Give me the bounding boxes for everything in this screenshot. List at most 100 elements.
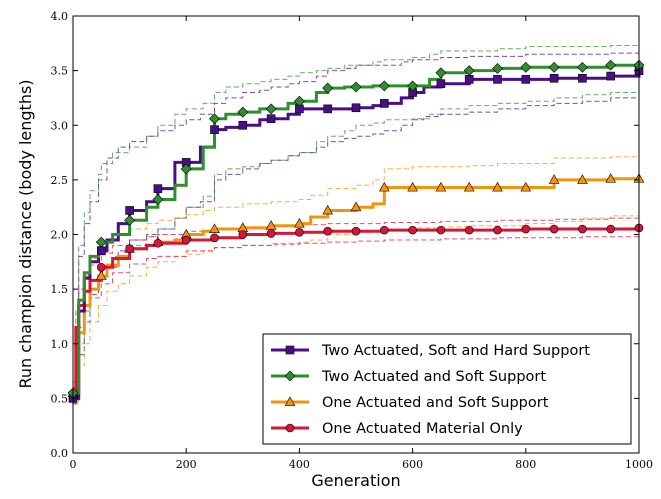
y-axis-title: Run champion distance (body lengths): [16, 79, 35, 388]
series-3-point: [436, 225, 446, 235]
series-0-point: [436, 79, 446, 89]
series-0-point: [238, 120, 248, 130]
y-tick-label: 3.5: [51, 65, 69, 78]
series-2-line: [73, 177, 639, 395]
series-0-point: [97, 246, 106, 256]
series-0-upper-band: [73, 48, 640, 388]
series-0-point: [578, 73, 587, 83]
series-3-lower-band: [73, 236, 639, 405]
series-3-point: [323, 226, 333, 236]
series-1-point: [237, 106, 249, 118]
legend-marker-2: [284, 396, 296, 406]
series-0-point: [464, 75, 474, 84]
series-2-point: [350, 201, 362, 212]
series-2-point: [605, 173, 617, 183]
series-1-point: [435, 67, 447, 79]
x-tick-label: 200: [176, 458, 197, 471]
legend-entries: Two Actuated, Soft and Hard Support Two A…: [271, 343, 590, 437]
x-axis-title: Generation: [311, 471, 400, 490]
series-0-point: [379, 99, 389, 108]
series-3-point: [295, 228, 304, 237]
series-1-point: [293, 95, 305, 107]
x-tick-label: 1000: [625, 458, 653, 471]
legend-marker-1: [284, 370, 296, 382]
series-3-point: [153, 238, 163, 248]
series-1-point: [180, 163, 192, 175]
series-2-point: [520, 181, 532, 192]
legend-label-2: One Actuated and Soft Support: [322, 395, 549, 411]
series-2-point: [407, 181, 418, 192]
series-0-point: [210, 125, 219, 134]
series-1-point: [463, 65, 475, 77]
legend-marker-0: [285, 345, 295, 355]
series-1-point: [350, 81, 362, 93]
x-tick-label: 400: [289, 458, 310, 471]
y-tick-label: 0.5: [51, 392, 69, 405]
series-1-line: [73, 63, 639, 395]
legend-box: [262, 333, 632, 445]
series-2-lower-band: [73, 212, 640, 405]
legend: Two Actuated, Soft and Hard Support Two A…: [262, 333, 632, 445]
series-1-point: [209, 113, 220, 125]
series-2-point: [463, 181, 475, 192]
series-0-point: [266, 114, 276, 123]
series-1-point: [124, 214, 136, 226]
series-3-point: [181, 235, 191, 245]
series-0-point: [606, 71, 616, 81]
series-3-point: [408, 225, 417, 235]
series-0-point: [549, 73, 559, 83]
series-3-upper-band: [73, 217, 639, 394]
legend-label-0: Two Actuated, Soft and Hard Support: [321, 343, 590, 359]
x-tick-label: 0: [70, 458, 77, 471]
x-tick-label: 800: [515, 458, 536, 471]
series-2-point: [95, 270, 107, 280]
series-3-point: [606, 224, 616, 234]
series-1-point: [152, 194, 164, 205]
series-1-point: [548, 61, 560, 73]
series-3-point: [210, 233, 219, 243]
series-1-point: [492, 63, 503, 74]
legend-label-3: One Actuated Material Only: [322, 421, 523, 437]
y-tick-label: 4.0: [51, 10, 69, 23]
series-1-point: [322, 82, 334, 94]
series-1-point: [265, 103, 277, 115]
series-0-point: [521, 75, 531, 84]
series-3-point: [125, 244, 134, 254]
series-0-point: [125, 206, 134, 215]
series-1-point: [407, 80, 419, 92]
series-1-point: [605, 59, 617, 71]
series-3-point: [379, 225, 389, 235]
series-2-point: [322, 204, 334, 215]
series-2-point: [492, 181, 503, 192]
series-0-point: [323, 104, 333, 114]
x-tick-label: 600: [402, 458, 423, 471]
series-3-point: [549, 224, 559, 234]
y-tick-label: 0.0: [51, 447, 69, 460]
series-2-point: [209, 223, 220, 233]
series-0-point: [153, 184, 163, 193]
series-2-point: [378, 181, 390, 192]
series-3-point: [464, 225, 474, 235]
series-1-point: [95, 236, 107, 248]
series-2-point: [294, 217, 305, 228]
series-3-point: [97, 262, 106, 272]
series-3-point: [578, 224, 587, 234]
series-0-point: [351, 103, 361, 113]
y-tick-label: 2.5: [51, 174, 69, 187]
series-0-point: [493, 75, 502, 84]
series-3-point: [238, 230, 248, 239]
legend-label-1: Two Actuated and Soft Support: [321, 369, 546, 385]
series-3-point: [521, 224, 531, 234]
y-tick-label: 1.5: [51, 283, 69, 296]
legend-marker-3: [285, 423, 295, 433]
series-1-point: [520, 61, 532, 73]
series-1-upper-band: [73, 42, 640, 383]
series-2-point: [435, 181, 447, 192]
series-2-point: [548, 174, 560, 184]
y-tick-label: 1.0: [51, 338, 69, 351]
series-3-point: [493, 225, 502, 235]
series-2-point: [577, 174, 588, 184]
y-tick-label: 3.0: [51, 119, 69, 132]
series-1-point: [378, 80, 390, 92]
